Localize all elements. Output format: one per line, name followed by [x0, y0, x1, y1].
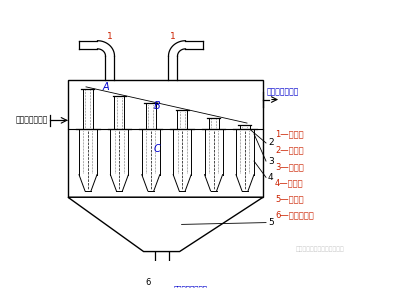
Text: 6—格式排灰阀: 6—格式排灰阀 — [274, 211, 313, 220]
Text: 1: 1 — [107, 32, 113, 41]
Text: 4—外尘筒: 4—外尘筒 — [274, 178, 303, 187]
Text: B: B — [153, 101, 160, 111]
Circle shape — [153, 272, 169, 286]
Text: 2—内尘筒: 2—内尘筒 — [274, 146, 303, 155]
Polygon shape — [68, 197, 262, 251]
Text: 来自锅炉的气体: 来自锅炉的气体 — [16, 116, 48, 125]
Text: C: C — [153, 144, 160, 154]
Text: 6: 6 — [145, 278, 150, 287]
Text: 5—贮灰斗: 5—贮灰斗 — [274, 195, 303, 204]
Text: 5: 5 — [267, 218, 273, 227]
Text: A: A — [103, 82, 109, 92]
Text: 3: 3 — [267, 157, 273, 166]
Text: 3—旋风子: 3—旋风子 — [274, 162, 303, 171]
Text: 2: 2 — [267, 139, 273, 147]
Text: 1—防爆口: 1—防爆口 — [274, 129, 303, 139]
Text: 至气体循环风机: 至气体循环风机 — [266, 87, 299, 96]
Text: 4: 4 — [267, 173, 273, 182]
Text: 至屑板机粉尘收集: 至屑板机粉尘收集 — [173, 285, 207, 288]
Bar — [68, 79, 262, 197]
Text: 练化干燄焦运营数字精益平台: 练化干燄焦运营数字精益平台 — [295, 246, 344, 251]
Text: 1: 1 — [170, 32, 176, 41]
